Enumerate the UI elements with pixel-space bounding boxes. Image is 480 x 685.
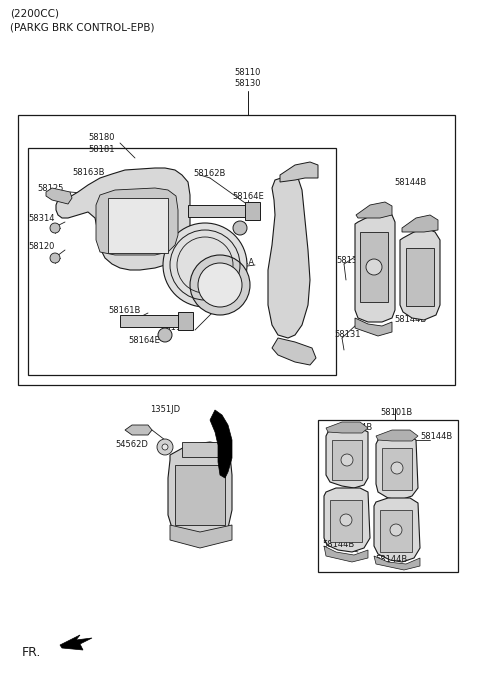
Bar (360, 232, 388, 302)
Text: (PARKG BRK CONTROL-EPB): (PARKG BRK CONTROL-EPB) (10, 22, 155, 32)
Text: 58163B: 58163B (72, 168, 105, 177)
Text: 58110: 58110 (235, 68, 261, 77)
Text: 58144B: 58144B (420, 432, 452, 441)
Text: 58164E: 58164E (128, 336, 160, 345)
Polygon shape (326, 428, 368, 488)
Circle shape (340, 514, 352, 526)
Circle shape (391, 462, 403, 474)
Text: 54562D: 54562D (115, 440, 148, 449)
Polygon shape (60, 635, 92, 650)
Polygon shape (96, 188, 178, 255)
Polygon shape (56, 168, 190, 270)
Circle shape (233, 221, 247, 235)
Polygon shape (376, 435, 418, 500)
Circle shape (50, 253, 60, 263)
Polygon shape (326, 422, 368, 433)
Polygon shape (46, 188, 72, 204)
Text: 58131: 58131 (336, 256, 362, 265)
Text: 58120: 58120 (28, 242, 54, 251)
Bar (175, 465, 225, 525)
Polygon shape (168, 442, 232, 538)
Polygon shape (355, 318, 392, 336)
Text: 58144B: 58144B (340, 423, 372, 432)
Text: 58144B: 58144B (394, 315, 426, 324)
Circle shape (366, 259, 382, 275)
Circle shape (50, 223, 60, 233)
Bar (245, 202, 260, 220)
Polygon shape (324, 488, 370, 552)
Circle shape (341, 454, 353, 466)
Bar (406, 248, 434, 306)
Bar (380, 510, 412, 552)
Polygon shape (324, 546, 368, 562)
Polygon shape (402, 215, 438, 232)
Polygon shape (210, 410, 232, 478)
Circle shape (158, 328, 172, 342)
Bar (120, 315, 180, 327)
Polygon shape (356, 202, 392, 218)
Text: 58131: 58131 (334, 330, 360, 339)
Polygon shape (374, 556, 420, 570)
Bar (28, 148, 336, 375)
Polygon shape (125, 425, 152, 435)
Bar (318, 420, 458, 572)
Polygon shape (170, 525, 232, 548)
Polygon shape (355, 212, 395, 322)
Bar (332, 440, 362, 480)
Text: 58130: 58130 (235, 79, 261, 88)
Text: 58101B: 58101B (380, 408, 412, 417)
Bar (382, 448, 412, 490)
Polygon shape (272, 338, 316, 365)
Text: (2200CC): (2200CC) (10, 8, 59, 18)
Bar (182, 442, 220, 457)
Text: 58180: 58180 (88, 133, 115, 142)
Text: 1351JD: 1351JD (150, 405, 180, 414)
Text: 58114A: 58114A (222, 258, 254, 267)
Bar (188, 205, 248, 217)
Circle shape (390, 524, 402, 536)
Text: FR.: FR. (22, 646, 41, 659)
Circle shape (190, 255, 250, 315)
Polygon shape (268, 175, 310, 338)
Text: 58112: 58112 (140, 216, 167, 225)
Bar (18, 115, 455, 385)
Text: 58144B: 58144B (322, 540, 354, 549)
Bar (108, 198, 168, 253)
Polygon shape (280, 162, 318, 182)
Bar (178, 312, 193, 330)
Polygon shape (376, 430, 418, 441)
Text: 58113: 58113 (160, 323, 187, 332)
Text: 58125: 58125 (37, 184, 63, 193)
Text: 58164E: 58164E (232, 192, 264, 201)
Circle shape (162, 444, 168, 450)
Polygon shape (374, 498, 420, 562)
Polygon shape (400, 228, 440, 320)
Circle shape (163, 223, 247, 307)
Text: 58162B: 58162B (193, 169, 226, 178)
Circle shape (198, 263, 242, 307)
Text: 58161B: 58161B (108, 306, 140, 315)
Text: 58181: 58181 (88, 145, 115, 154)
Bar (330, 500, 362, 542)
Circle shape (157, 439, 173, 455)
Text: 58144B: 58144B (394, 178, 426, 187)
Text: 58144B: 58144B (375, 555, 407, 564)
Text: 58314: 58314 (28, 214, 55, 223)
